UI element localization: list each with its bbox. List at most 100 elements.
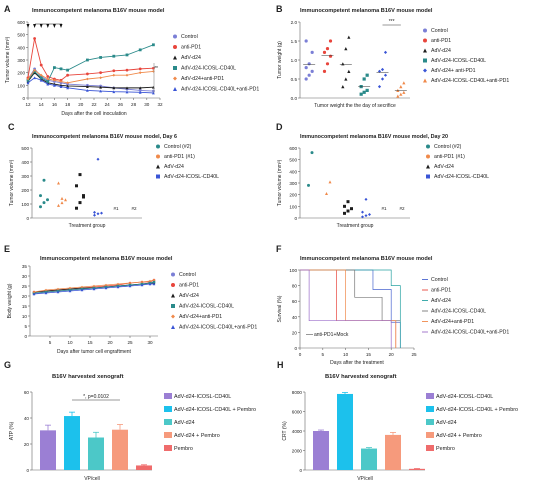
panel-d-point (361, 210, 364, 214)
panel-e-legend-marker (171, 293, 175, 298)
panel-b-point (347, 69, 351, 73)
panel-b: Immunocompetent melanoma B16V mouse mode… (277, 8, 509, 109)
panel-d-y-label: Tumor volume (mm³) (277, 159, 283, 206)
panel-d-label: #2 (399, 206, 405, 211)
panel-g-ytick-label: 60 (24, 390, 30, 395)
panel-e-legend-marker (171, 325, 175, 329)
panel-h-legend-swatch (426, 432, 434, 438)
panel-h: B16V harvested xenograft 0 2000 4000 6000 800… (282, 374, 518, 482)
panel-a-point (39, 63, 43, 67)
panel-letter-g: G (4, 360, 11, 370)
panel-a-point (99, 85, 102, 89)
panel-a-point (152, 91, 155, 95)
panel-c-legend-marker (156, 174, 160, 179)
panel-a-xtick-label: 22 (91, 102, 97, 107)
panel-b-legend-label: Control (431, 28, 448, 34)
panel-d-legend-label: AdV-d24 (434, 164, 454, 170)
panel-a-legend-marker (173, 66, 177, 70)
panel-e-point (116, 285, 120, 289)
panel-h-legend-label: AdV-d24-ICOSL-CD40L (436, 394, 493, 400)
panel-g-legend-label: AdV-d24 (174, 420, 195, 426)
panel-c-legend-label: AdV-d24-ICOSL-CD40L (164, 174, 219, 180)
panel-d-point (346, 200, 350, 204)
panel-a-ytick-label: 200 (17, 71, 25, 76)
panel-c-label: #1 (113, 206, 119, 211)
panel-a-legend-marker (173, 87, 177, 91)
panel-c-point (75, 206, 78, 210)
panel-a-point (125, 68, 129, 72)
panel-a-point (33, 68, 36, 72)
panel-b-point (344, 47, 348, 51)
panel-a-point (59, 80, 63, 83)
panel-b-point (328, 54, 333, 58)
panel-e-ytick-label: 30 (22, 274, 28, 279)
panel-c-ytick-label: 100 (21, 202, 29, 207)
panel-d-point (325, 192, 328, 195)
panel-e-title: Immunocompetent melanoma B16V mouse mode… (40, 256, 173, 262)
panel-a-xtick-label: 28 (131, 102, 137, 107)
panel-a-point (152, 70, 155, 73)
panel-c-point (93, 213, 96, 217)
panel-a-point (125, 53, 129, 57)
panel-h-legend-label: AdV-d24 (436, 420, 457, 426)
panel-f-line (300, 269, 392, 348)
panel-e-y-label: Body weight (g) (7, 283, 13, 318)
panel-e-point (128, 284, 132, 288)
panel-d-ytick-label: 300 (289, 181, 297, 186)
panel-g-bar (40, 430, 56, 470)
panel-e-xtick-label: 25 (127, 340, 133, 345)
panel-a-xtick-label: 18 (65, 102, 71, 107)
panel-e-ytick-label: 15 (22, 304, 28, 309)
treatment-arrow (26, 24, 30, 28)
panel-g-legend-swatch (164, 406, 172, 412)
panel-b-point (380, 67, 385, 72)
panel-c-point (96, 212, 100, 216)
panel-g-ytick-label: 40 (24, 416, 30, 421)
panel-g-legend-swatch (164, 445, 172, 451)
panel-letter-c: C (8, 122, 15, 132)
panel-g-legend-label: AdV-d24-ICOSL-CD40L (174, 394, 231, 400)
panel-f-x-label: Days after the treatment (330, 360, 384, 366)
panel-a-point (99, 76, 102, 80)
panel-b-point (341, 62, 345, 66)
panel-b-point (383, 73, 388, 77)
panel-letter-e: E (4, 244, 10, 254)
panel-b-point (359, 92, 363, 96)
panel-b-point (402, 81, 406, 85)
panel-b-ytick-label: 2.0 (291, 20, 298, 25)
panel-d-point (361, 215, 364, 219)
panel-c-legend-marker (156, 154, 160, 159)
panel-f-legend-label: AdV-d24-ICOSL-CD40L+anti-PD1 (431, 330, 509, 336)
panel-e-point (104, 283, 108, 287)
panel-d-point (364, 214, 368, 218)
panel-g-legend-label: AdV-d24 + Pembro (174, 433, 220, 439)
panel-a-point (138, 89, 142, 92)
panel-a-legend-marker (173, 76, 177, 81)
panel-g: B16V harvested xenograft 0 20 40 60 ATP (%) VP… (9, 374, 256, 482)
panel-letter-a: A (4, 4, 11, 14)
panel-c-ytick-label: 500 (21, 146, 29, 151)
panel-letter-h: H (277, 360, 284, 370)
panel-c-ytick-label: 300 (21, 174, 29, 179)
panel-c-title: Immunocompetent melanoma B16V mouse mode… (32, 134, 177, 140)
panel-letter-d: D (276, 122, 283, 132)
panel-a-point (112, 54, 116, 58)
panel-a-xtick-label: 16 (52, 102, 58, 107)
panel-c-ytick-label: 0 (26, 216, 29, 221)
panel-b-legend-marker (423, 28, 427, 33)
panel-a-point (125, 90, 129, 94)
panel-c-legend-label: Control (#2) (164, 144, 192, 150)
panel-b-legend-label: AdV-d24+ anti-PD1 (431, 68, 476, 74)
panel-b-point (383, 50, 388, 54)
panel-d-ytick-label: 600 (289, 146, 297, 151)
panel-b-point (359, 85, 363, 89)
panel-c-point (96, 157, 100, 161)
panel-e-point (152, 278, 156, 282)
panel-f-xtick-label: 0 (299, 352, 302, 357)
panel-b-point (310, 69, 314, 73)
panel-a-point (86, 72, 89, 76)
panel-a-point (53, 66, 56, 69)
panel-a-legend-label: AdV-d24+anti-PD1 (181, 76, 224, 82)
panel-a-annotation: ** (154, 66, 158, 72)
panel-d-legend-marker (426, 164, 430, 169)
